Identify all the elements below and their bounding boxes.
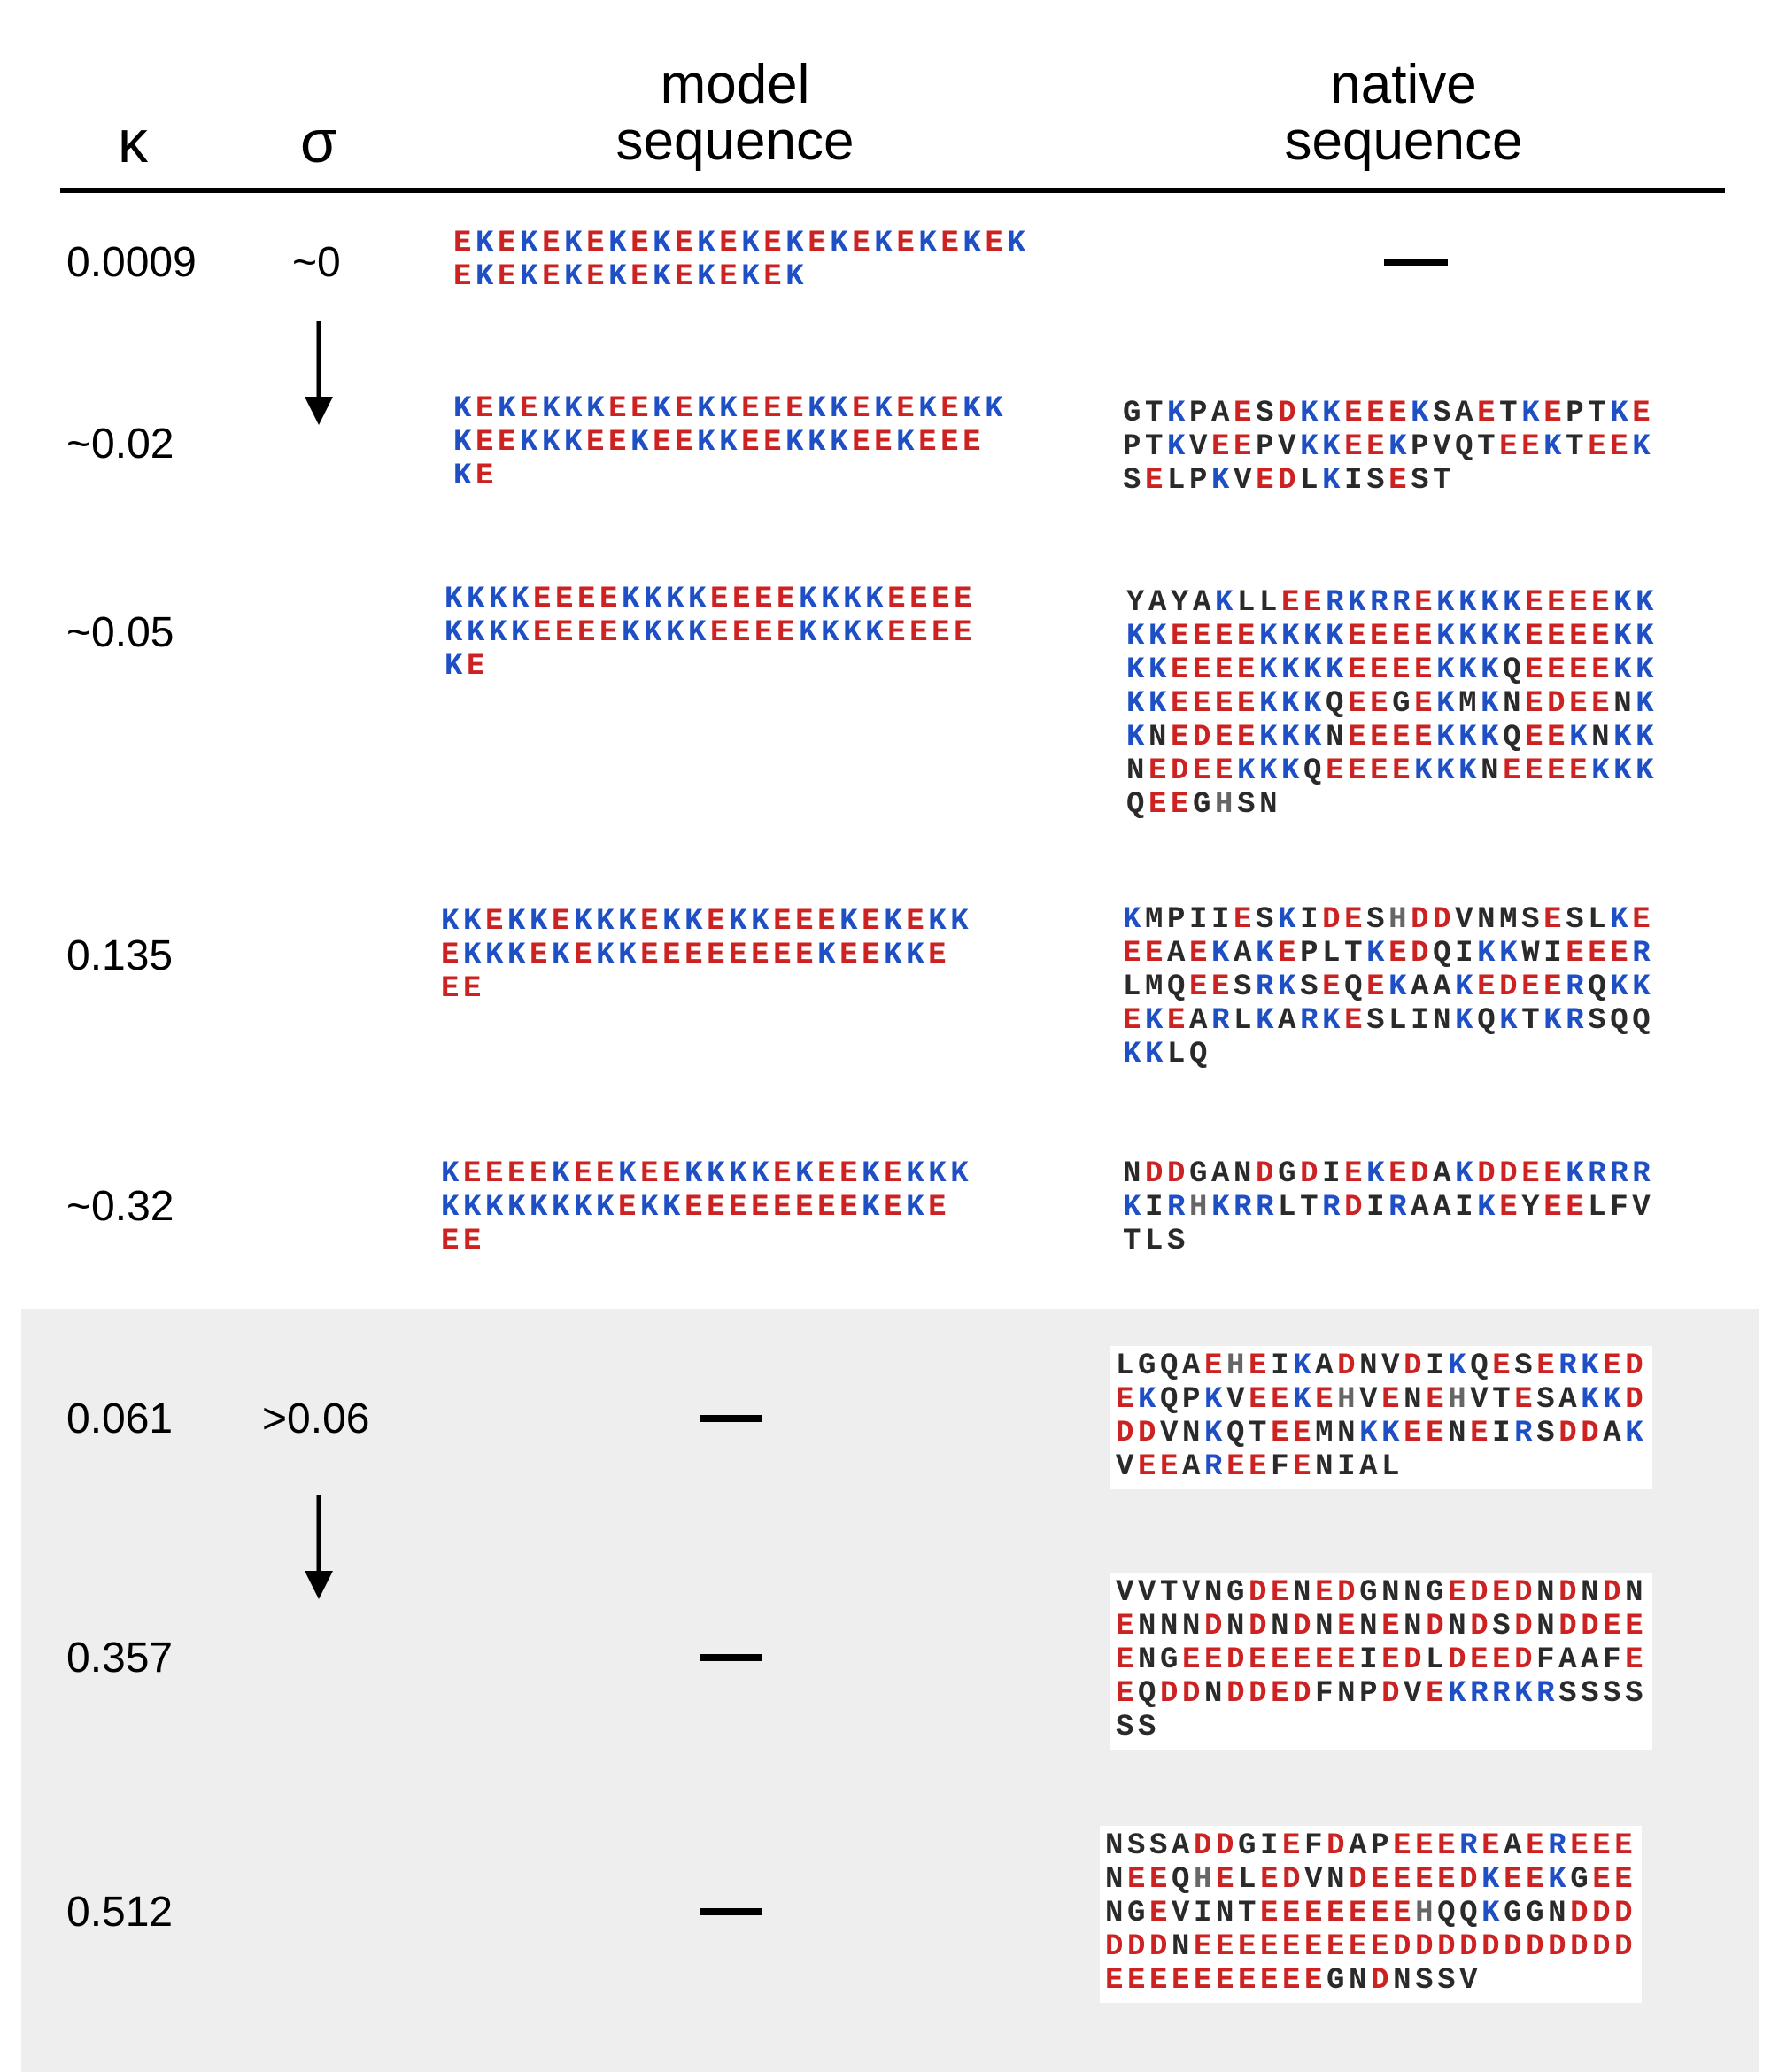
sequence-line: KKEEEEKKKKEEEEKKKKEEEEKK (1126, 620, 1659, 653)
sequence-line: KEEKKKEEKEEKKEEKKKEEKEEE (453, 426, 986, 460)
kappa-header: κ (118, 108, 148, 175)
native-sequence: YAYAKLLEERKRREKKKKEEEEKK KKEEEEKKKKEEEEKK… (1126, 586, 1658, 822)
sequence-line: EKQPKVEEKEHVENEHVTESAKKD (1116, 1383, 1648, 1417)
sequence-line: EEAEKAKEPLTKEDQIKKWIEEER (1123, 937, 1655, 970)
no-model-sequence-dash (700, 1415, 762, 1422)
sequence-line: DDDNEEEEEEEEEDDDDDDDDDDD (1105, 1930, 1637, 1964)
sequence-line: LGQAEHEIKADNVDIKQESERKED (1116, 1349, 1648, 1383)
kappa-value: 0.0009 (66, 239, 197, 286)
native-sequence-header: native sequence (1226, 57, 1581, 170)
sequence-line: KKKKEEEEKKKKEEEEKKKKEEEE (445, 583, 977, 616)
kappa-value: 0.357 (66, 1635, 174, 1682)
down-arrow-icon (305, 1495, 333, 1599)
no-native-sequence-dash (1384, 259, 1448, 266)
sequence-line: KIRHKRRLTRDIRAAIKEYEELFV (1123, 1191, 1655, 1225)
native-sequence: NSSADDGIEFDAPEEEREAEREEE NEEQHELEDVNDEEEE… (1100, 1826, 1643, 2003)
model-header-line2: sequence (615, 111, 855, 172)
native-sequence: NDDGANDGDIEKEDAKDDEEKRRR KIRHKRRLTRDIRAAI… (1123, 1157, 1654, 1258)
model-sequence: KKEKKEKKKEKKEKKEEEKEKEKK EKKKEKEKKEEEEEEE… (441, 905, 972, 1006)
model-sequence: EKEKEKEKEKEKEKEKEKEKEKEKEK EKEKEKEKEKEKEK… (453, 227, 1029, 294)
sequence-line: PTKVEEPVKKEEKPVQTEEKTEEK (1123, 430, 1655, 464)
sequence-line: KKEEEEKKKKEEEEKKKQEEEEKK (1126, 653, 1659, 687)
sequence-line: EEEEEEEEEEGNDNSSV (1105, 1964, 1482, 1998)
sequence-line: SS (1116, 1711, 1161, 1744)
sequence-line: KKKKKKKKEKKEEEEEEEEKEKE (441, 1191, 951, 1225)
sequence-line: VEEAREEFENIAL (1116, 1450, 1404, 1484)
sequence-line: KMPIIESKIDESHDDVNMSESLKE (1123, 903, 1655, 937)
sequence-line: LMQEESRKSEQEKAAKEDEERQKK (1123, 970, 1655, 1004)
sequence-line: NEDEEKKKQEEEEKKKNEEEEKKK (1126, 754, 1659, 788)
sequence-line: KE (453, 460, 499, 493)
sequence-line: KE (445, 650, 490, 684)
sequence-line: SELPKVEDLKISEST (1123, 464, 1456, 498)
model-sequence: KKKKEEEEKKKKEEEEKKKKEEEE KKKKEEEEKKKKEEEE… (445, 583, 976, 684)
sequence-line: EE (441, 972, 486, 1006)
sequence-line: ENNNDNDNDNENENDNDSDNDDEE (1116, 1610, 1648, 1643)
sequence-line: KKEEEEKKKQEEGEKMKNEDEENK (1126, 687, 1659, 721)
sequence-line: NEEQHELEDVNDEEEEDKEEKGEE (1105, 1863, 1637, 1897)
sigma-value: ~0 (292, 239, 341, 286)
native-header-line1: native (1330, 54, 1477, 115)
sigma-value: >0.06 (262, 1396, 370, 1442)
sequence-line: QEEGHSN (1126, 788, 1282, 822)
kappa-value: 0.061 (66, 1396, 174, 1442)
kappa-value: 0.512 (66, 1889, 174, 1936)
sequence-line: NDDGANDGDIEKEDAKDDEEKRRR (1123, 1157, 1655, 1191)
sigma-header: σ (300, 108, 337, 175)
sequence-line: VVTVNGDENEDGNNGEDEDNDNDN (1116, 1576, 1648, 1610)
sequence-line: KKEKKEKKKEKKEKKEEEKEKEKK (441, 905, 973, 939)
model-sequence-header: model sequence (558, 57, 912, 170)
sequence-line: KKKKEEEEKKKKEEEEKKKKEEEE (445, 616, 977, 650)
sequence-line: EQDDNDDEDFNPDVEKRRKRSSSS (1116, 1677, 1648, 1711)
kappa-value: ~0.32 (66, 1183, 174, 1230)
native-sequence: KMPIIESKIDESHDDVNMSESLKE EEAEKAKEPLTKEDQI… (1123, 903, 1654, 1071)
sequence-line: GTKPAESDKKEEEKSAETKEPTKE (1123, 397, 1655, 430)
native-sequence: GTKPAESDKKEEEKSAETKEPTKE PTKVEEPVKKEEKPVQ… (1123, 397, 1654, 498)
down-arrow-icon (305, 321, 333, 425)
sequence-line: KEKEKKKEEKEKKEEEKKEKEKEKK (453, 392, 1008, 426)
model-sequence: KEEEEKEEKEEKKKKEKEEKEKKK KKKKKKKKEKKEEEEE… (441, 1157, 972, 1258)
native-sequence: VVTVNGDENEDGNNGEDEDNDNDN ENNNDNDNDNENENDN… (1110, 1573, 1653, 1750)
sequence-line: KKLQ (1123, 1038, 1212, 1071)
sequence-line: ENGEEDEEEEEIEDLDEEDFAAFE (1116, 1643, 1648, 1677)
sequence-line: EE (441, 1225, 486, 1258)
header-rule (60, 188, 1725, 193)
sequence-line: EKEKEKEKEKEKEKEKEKEKEKEKEK (453, 227, 1030, 260)
sequence-line: EKEKEKEKEKEKEKEK (453, 260, 808, 294)
no-model-sequence-dash (700, 1908, 762, 1915)
kappa-value: ~0.02 (66, 421, 174, 468)
sequence-line: KEEEEKEEKEEKKKKEKEEKEKKK (441, 1157, 973, 1191)
sequence-line: EKKKEKEKKEEEEEEEEKEEKKE (441, 939, 951, 972)
sequence-line: KNEDEEKKKNEEEEKKKQEEKNKK (1126, 721, 1659, 754)
kappa-value: ~0.05 (66, 609, 174, 656)
model-sequence: KEKEKKKEEKEKKEEEKKEKEKEKK KEEKKKEEKEEKKEE… (453, 392, 1007, 493)
sequence-line: TLS (1123, 1225, 1190, 1258)
sequence-line: NGEVINTEEEEEEEHQQKGGNDDD (1105, 1897, 1637, 1930)
native-header-line2: sequence (1284, 111, 1523, 172)
sequence-line: NSSADDGIEFDAPEEEREAEREEE (1105, 1829, 1637, 1863)
model-header-line1: model (660, 54, 810, 115)
kappa-value: 0.135 (66, 932, 174, 979)
sequence-line: YAYAKLLEERKRREKKKKEEEEKK (1126, 586, 1659, 620)
sequence-line: EKEARLKARKESLINKQKTKRSQQ (1123, 1004, 1655, 1038)
no-model-sequence-dash (700, 1654, 762, 1661)
sequence-line: DDVNKQTEEMNKKEENEIRSDDAK (1116, 1417, 1648, 1450)
native-sequence: LGQAEHEIKADNVDIKQESERKED EKQPKVEEKEHVENEH… (1110, 1346, 1653, 1489)
